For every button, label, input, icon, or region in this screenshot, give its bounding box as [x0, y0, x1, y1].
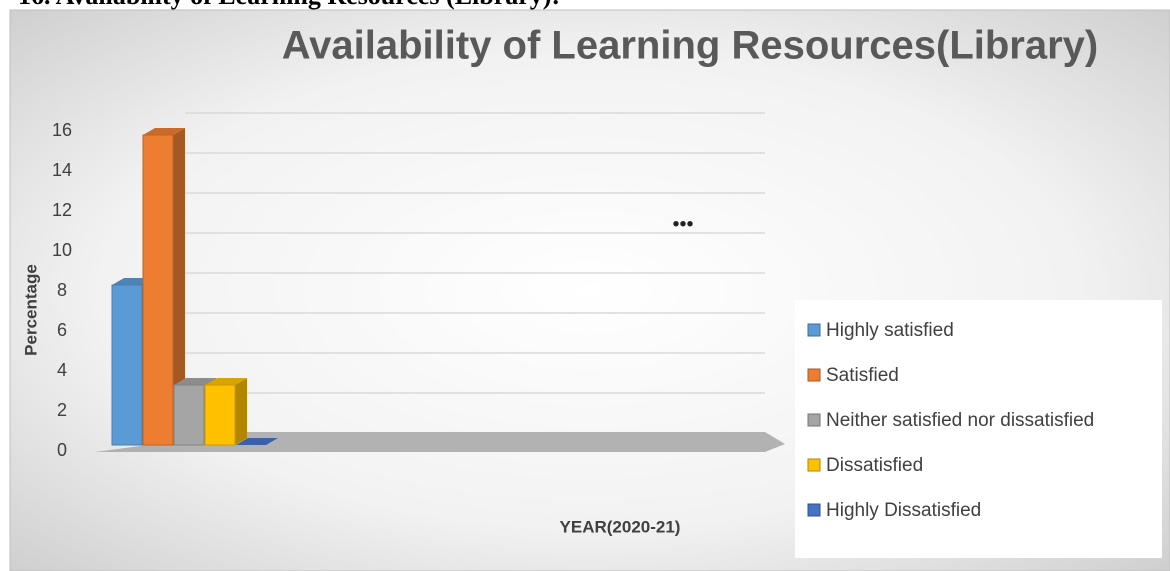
y-tick-label: 10	[52, 240, 72, 260]
y-tick-label: 14	[52, 160, 72, 180]
legend-label: Highly satisfied	[826, 320, 954, 341]
x-axis-title: YEAR(2020-21)	[560, 517, 681, 536]
bar-top	[236, 438, 278, 445]
chart-title: Availability of Learning Resources(Libra…	[282, 24, 1099, 68]
floor	[95, 432, 785, 452]
page-heading: 16. Availability of Learning Resources (…	[18, 0, 560, 10]
bar	[142, 134, 174, 446]
legend-swatch	[807, 503, 821, 517]
legend	[795, 300, 1162, 558]
legend-swatch	[807, 413, 821, 427]
y-tick-label: 4	[57, 360, 67, 380]
legend-label: Highly Dissatisfied	[826, 500, 981, 521]
legend-swatch	[807, 368, 821, 382]
bar-top	[174, 378, 216, 385]
y-tick-label: 12	[52, 200, 72, 220]
annotation: •••	[672, 213, 693, 235]
y-tick-label: 2	[57, 400, 67, 420]
y-axis-title: Percentage	[21, 264, 40, 356]
legend-label: Dissatisfied	[826, 455, 923, 476]
bar	[111, 284, 143, 446]
bar	[204, 384, 236, 446]
legend-label: Satisfied	[826, 365, 899, 386]
y-tick-label: 6	[57, 320, 67, 340]
legend-label: Neither satisfied nor dissatisfied	[826, 410, 1094, 431]
legend-swatch	[807, 323, 821, 337]
bar-side	[173, 128, 185, 445]
y-tick-label: 0	[57, 440, 67, 460]
bar-top	[143, 128, 185, 135]
bar-top	[205, 378, 247, 385]
bar-side	[235, 378, 247, 445]
y-tick-label: 8	[57, 280, 67, 300]
bar	[173, 384, 205, 446]
legend-swatch	[807, 458, 821, 472]
y-tick-label: 16	[52, 120, 72, 140]
